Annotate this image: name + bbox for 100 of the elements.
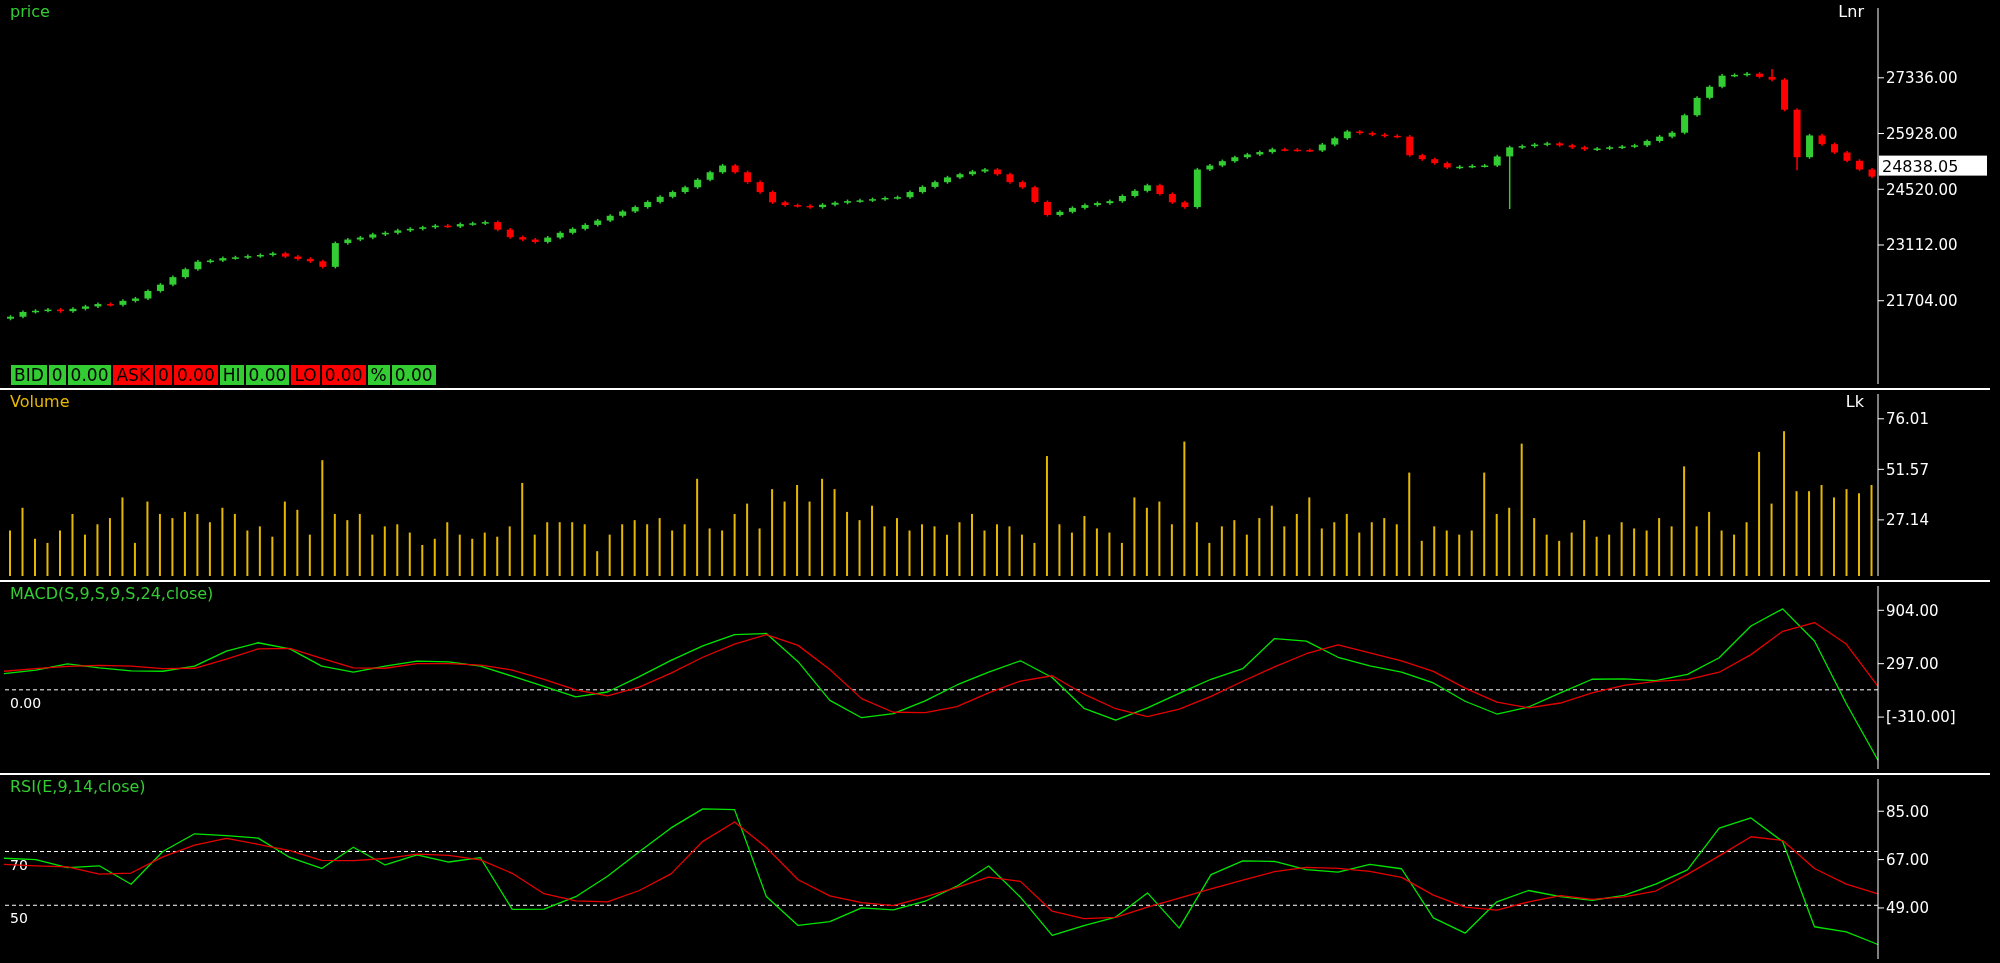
annotation: %: [366, 364, 391, 386]
candlestick: [1693, 95, 1701, 118]
bar: [1295, 513, 1298, 576]
bar: [833, 489, 836, 576]
bar: [408, 532, 411, 576]
annotation: 0.00: [320, 364, 367, 386]
bar: [1208, 542, 1211, 576]
y-tick-label: [-310.00]: [1886, 708, 1956, 727]
bar: [1233, 520, 1236, 576]
bar: [1520, 443, 1523, 576]
bar: [1133, 497, 1136, 576]
bar: [983, 530, 986, 576]
bar: [1808, 491, 1811, 576]
bar: [71, 513, 74, 576]
bar: [258, 526, 261, 576]
bar: [171, 518, 174, 576]
bar: [396, 524, 399, 576]
bar: [446, 522, 449, 576]
candlestick: [1406, 134, 1414, 158]
bar: [521, 482, 524, 576]
bar: [1408, 472, 1411, 576]
bar: [883, 526, 886, 576]
y-tick-label: 24520.00: [1886, 180, 1958, 199]
y-tick-label: 297.00: [1886, 655, 1939, 674]
bar: [871, 505, 874, 576]
bar: [1358, 532, 1361, 576]
y-tick-label: 85.00: [1886, 802, 1929, 821]
bar: [1495, 513, 1498, 576]
bar: [121, 497, 124, 576]
annotation: 0.00: [390, 364, 437, 386]
bar: [658, 518, 661, 576]
bar: [133, 542, 136, 576]
bar: [33, 538, 36, 576]
bar: [583, 524, 586, 576]
ref-line-label: 50: [10, 910, 28, 927]
bar: [1595, 536, 1598, 576]
bar: [1533, 518, 1536, 576]
bar: [1645, 530, 1648, 576]
bar: [558, 522, 561, 576]
bar: [1670, 526, 1673, 576]
bar: [933, 526, 936, 576]
bar: [1033, 542, 1036, 576]
bar: [783, 501, 786, 576]
bar: [646, 524, 649, 576]
bar: [1758, 451, 1761, 576]
bar: [1095, 528, 1098, 576]
bar: [1683, 466, 1686, 576]
bar: [108, 518, 111, 576]
bar: [183, 511, 186, 576]
bar: [671, 530, 674, 576]
bar: [1083, 516, 1086, 576]
chart-title: Volume: [10, 392, 70, 411]
bar: [321, 460, 324, 576]
candlestick: [1768, 68, 1776, 82]
bar: [1783, 431, 1786, 576]
bar: [821, 478, 824, 576]
ref-line-label: 0.00: [10, 694, 42, 711]
bar: [246, 530, 249, 576]
bar: [421, 544, 424, 576]
bar: [721, 530, 724, 576]
line-series: [3, 808, 1879, 946]
bar: [21, 507, 24, 576]
bar: [458, 534, 461, 576]
bar: [233, 513, 236, 576]
bar: [96, 524, 99, 576]
bar: [1508, 507, 1511, 576]
y-tick-label: 51.57: [1886, 460, 1929, 479]
annotation: 0.00: [172, 364, 219, 386]
bar: [1308, 497, 1311, 576]
bar: [733, 513, 736, 576]
candlestick: [1506, 144, 1514, 210]
annotation: BID: [10, 364, 48, 386]
candlestick: [331, 240, 339, 270]
bar: [621, 524, 624, 576]
bar: [1795, 491, 1798, 576]
bar: [1283, 526, 1286, 576]
bar: [1333, 522, 1336, 576]
bar: [1833, 497, 1836, 576]
chart-title: RSI(E,9,14,close): [10, 777, 146, 796]
bar: [1583, 520, 1586, 576]
bar: [571, 522, 574, 576]
bar: [995, 524, 998, 576]
bar: [1720, 530, 1723, 576]
bar: [970, 513, 973, 576]
annotation: ASK: [112, 364, 155, 386]
bar: [1395, 524, 1398, 576]
bar: [271, 536, 274, 576]
bar: [946, 534, 948, 576]
bar: [1120, 542, 1123, 576]
bar: [1195, 522, 1198, 576]
bar: [1708, 511, 1711, 576]
bar: [796, 485, 799, 576]
bar: [1545, 534, 1548, 576]
bar: [483, 532, 486, 576]
bar: [771, 489, 774, 576]
bar: [1483, 472, 1486, 576]
bar: [846, 511, 849, 576]
text: 24838.05: [1882, 156, 1959, 176]
bar: [1870, 485, 1873, 576]
bar: [1608, 534, 1611, 576]
